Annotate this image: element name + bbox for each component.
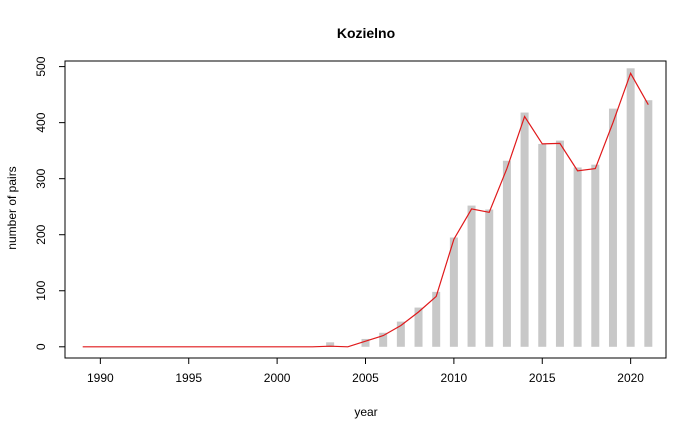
x-tick-label: 1995 <box>175 371 202 385</box>
bar-2020 <box>626 68 635 347</box>
bar-2011 <box>467 205 476 347</box>
y-tick-label: 300 <box>34 168 48 188</box>
bar-2006 <box>379 332 388 347</box>
x-tick-label: 2005 <box>352 371 379 385</box>
bar-2019 <box>608 108 617 347</box>
x-tick-label: 2010 <box>441 371 468 385</box>
y-axis: 0 100 200 300 400 500 <box>34 56 66 350</box>
x-tick-label: 1990 <box>87 371 114 385</box>
bar-2012 <box>485 209 494 347</box>
y-tick-label: 100 <box>34 280 48 300</box>
y-axis-label: number of pairs <box>5 166 19 249</box>
bar-2009 <box>432 291 441 347</box>
chart-title: Kozielno <box>337 25 395 41</box>
line-layer <box>82 71 649 348</box>
bar-2018 <box>591 164 600 347</box>
bar-2014 <box>520 112 529 347</box>
bar-2008 <box>414 307 423 347</box>
trend-line <box>82 71 649 348</box>
x-tick-label: 2015 <box>529 371 556 385</box>
x-axis-label: year <box>354 405 377 419</box>
bars-layer <box>326 68 653 347</box>
bar-2021 <box>644 100 653 347</box>
x-tick-label: 2020 <box>617 371 644 385</box>
bar-2005 <box>361 338 370 347</box>
y-tick-label: 500 <box>34 56 48 76</box>
bar-2013 <box>502 160 511 347</box>
x-tick-label: 2000 <box>264 371 291 385</box>
bar-2017 <box>573 167 582 347</box>
bar-2010 <box>449 237 458 347</box>
bar-2003 <box>326 342 335 347</box>
y-tick-label: 400 <box>34 112 48 132</box>
x-axis: 1990 1995 2000 2005 2010 2015 2020 <box>87 357 644 385</box>
y-tick-label: 200 <box>34 224 48 244</box>
bar-2015 <box>538 143 547 347</box>
bar-2007 <box>396 321 405 347</box>
bar-2016 <box>555 140 564 347</box>
y-tick-label: 0 <box>34 343 48 350</box>
